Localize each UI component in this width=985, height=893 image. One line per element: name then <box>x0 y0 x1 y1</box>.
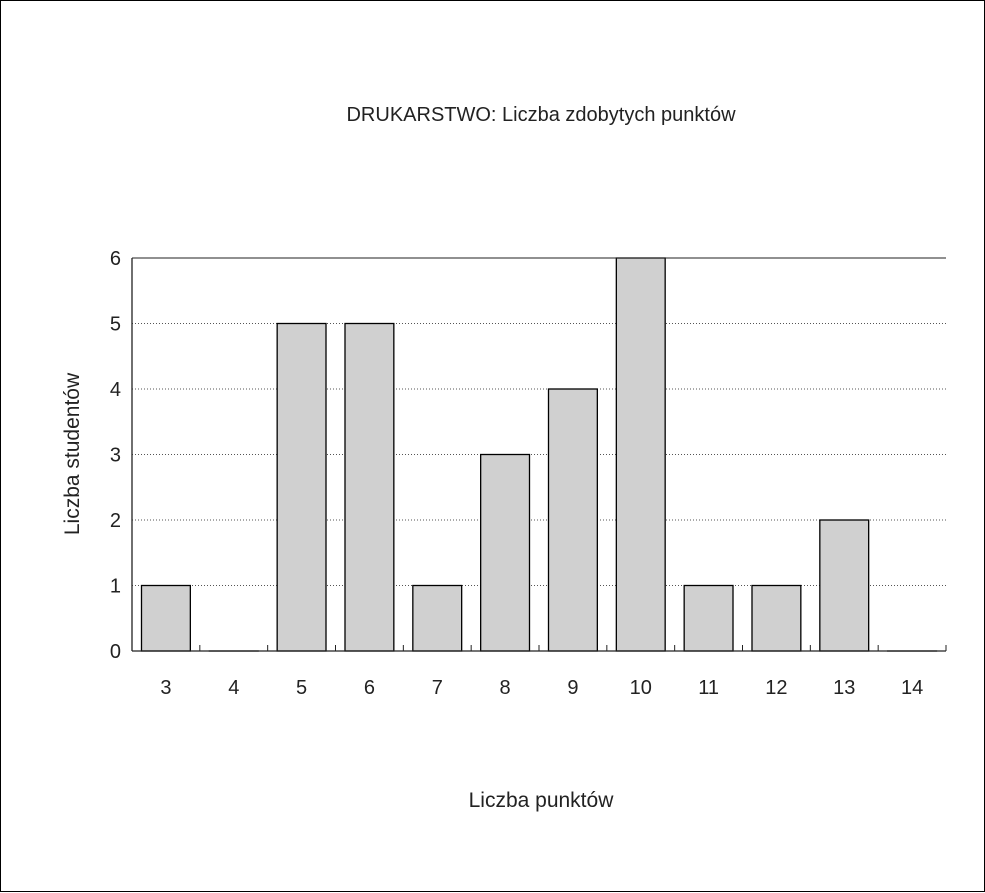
y-tick-label-4: 4 <box>110 379 121 401</box>
y-tick-label-1: 1 <box>110 576 121 598</box>
bar-11 <box>684 586 733 652</box>
x-tick-label-14: 14 <box>901 677 923 699</box>
bar-3 <box>141 586 190 652</box>
y-tick-label-2: 2 <box>110 510 121 532</box>
x-tick-label-11: 11 <box>698 677 719 699</box>
x-axis-label: Liczba punktów <box>469 789 615 812</box>
x-tick-label-7: 7 <box>432 677 443 699</box>
y-tick-label-6: 6 <box>110 248 121 270</box>
x-tick-label-4: 4 <box>228 677 239 699</box>
x-tick-label-12: 12 <box>765 677 787 699</box>
y-tick-labels: 0 1 2 3 4 5 6 <box>110 248 121 663</box>
x-tick-label-5: 5 <box>296 677 307 699</box>
x-tick-labels: 3 4 5 6 7 8 9 10 11 12 13 14 <box>160 677 923 699</box>
chart-title: DRUKARSTWO: Liczba zdobytych punktów <box>346 104 736 126</box>
bar-5 <box>277 324 326 652</box>
bar-7 <box>413 586 462 652</box>
bar-10 <box>616 258 665 651</box>
x-tick-label-3: 3 <box>160 677 171 699</box>
y-axis-label: Liczba studentów <box>61 372 84 535</box>
bar-12 <box>752 586 801 652</box>
bar-13 <box>820 520 869 651</box>
bar-9 <box>548 389 597 651</box>
x-tick-label-6: 6 <box>364 677 375 699</box>
y-tick-label-5: 5 <box>110 314 121 336</box>
y-tick-label-0: 0 <box>110 641 121 663</box>
x-tick-label-10: 10 <box>630 677 652 699</box>
x-tick-label-9: 9 <box>567 677 578 699</box>
x-tick-label-8: 8 <box>500 677 511 699</box>
y-tick-label-3: 3 <box>110 445 121 467</box>
bars <box>141 258 936 651</box>
bar-6 <box>345 324 394 652</box>
bar-8 <box>481 455 530 652</box>
x-tick-label-13: 13 <box>833 677 855 699</box>
